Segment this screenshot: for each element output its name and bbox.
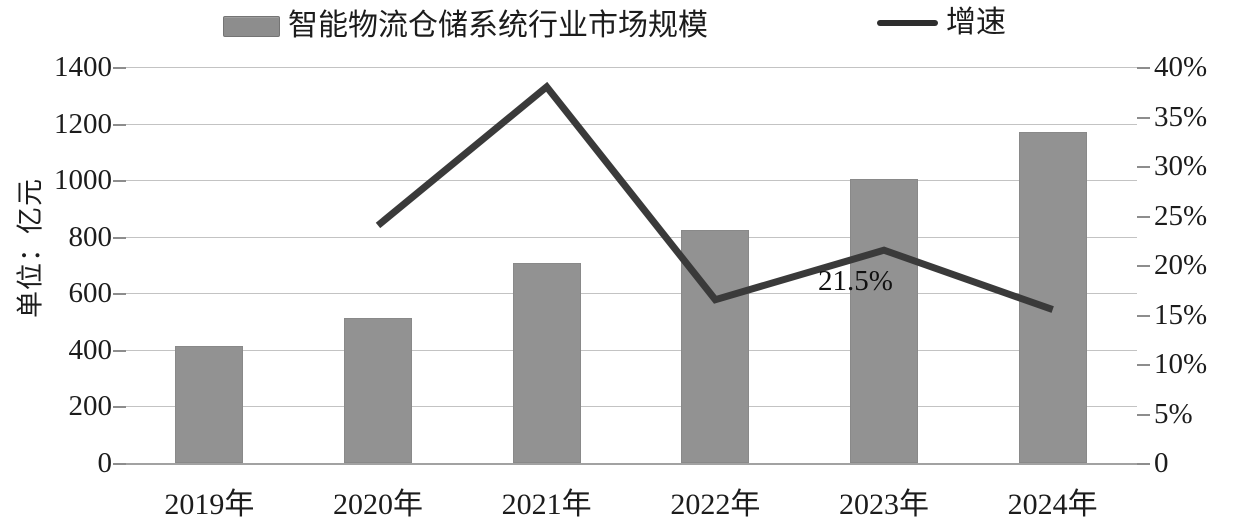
x-axis-label: 2019年 <box>164 488 255 521</box>
y-axis-left-label: 200 <box>68 390 113 423</box>
y-axis-left-label: 600 <box>68 277 113 310</box>
gridline <box>125 180 1137 182</box>
bar-2021年 <box>512 262 581 463</box>
y-axis-right-label: 10% <box>1154 348 1208 380</box>
left-axis-tick <box>113 180 126 183</box>
right-axis-tick <box>1137 463 1150 465</box>
legend-label-growth: 增速 <box>946 6 1006 39</box>
y-axis-left-label: 800 <box>68 220 113 253</box>
y-axis-right-label: 30% <box>1154 150 1208 182</box>
gridline <box>125 349 1137 351</box>
x-axis-label: 2023年 <box>838 488 929 521</box>
gridline <box>125 406 1137 408</box>
y-axis-right-label: 5% <box>1154 397 1193 430</box>
right-axis-tick <box>1137 67 1150 69</box>
x-axis-label: 2021年 <box>501 488 592 521</box>
gridline <box>125 463 1137 465</box>
growth-line <box>375 81 1054 313</box>
right-axis-tick <box>1137 215 1150 218</box>
y-axis-right-label: 25% <box>1154 199 1208 232</box>
bar-2020年 <box>344 318 412 463</box>
growth-data-label: 21.5% <box>818 265 893 298</box>
left-axis-tick <box>113 349 126 352</box>
line-swatch-icon <box>877 20 938 26</box>
right-axis-tick <box>1137 265 1150 267</box>
left-axis-tick <box>113 236 126 239</box>
legend-item-growth: 增速 <box>877 6 1006 40</box>
y-axis-right-label: 20% <box>1154 249 1208 281</box>
bar-2023年 <box>850 178 918 463</box>
growth-line-path <box>375 81 1054 313</box>
bar-2019年 <box>175 345 244 463</box>
x-axis-label: 2024年 <box>1007 488 1098 521</box>
y-axis-right-label: 35% <box>1154 100 1208 133</box>
bar-swatch-icon <box>223 15 280 37</box>
right-axis-tick <box>1137 413 1150 416</box>
left-axis-tick <box>113 123 126 126</box>
left-axis-tick <box>113 406 126 409</box>
gridline <box>125 236 1137 238</box>
y-axis-left-label: 400 <box>68 333 113 366</box>
y-axis-left-label: 1400 <box>54 51 112 83</box>
right-axis-tick <box>1137 116 1150 119</box>
x-axis-label: 2022年 <box>670 488 761 521</box>
y-axis-left-label: 1200 <box>54 107 112 140</box>
right-axis-tick <box>1137 314 1150 317</box>
gridline <box>125 67 1137 68</box>
y-axis-right-label: 40% <box>1154 51 1208 83</box>
y-axis-left-label: 1000 <box>54 164 112 197</box>
left-axis-tick <box>113 463 126 465</box>
left-axis-tick <box>113 293 126 296</box>
y-axis-right-label: 15% <box>1154 298 1208 331</box>
legend-item-market-size: 智能物流仓储系统行业市场规模 <box>223 9 708 43</box>
right-axis-tick <box>1137 364 1150 366</box>
y-axis-right-label: 0 <box>1154 447 1169 479</box>
right-axis-tick <box>1137 166 1150 168</box>
legend-label-market-size: 智能物流仓储系统行业市场规模 <box>288 9 708 42</box>
y-axis-left-label: 0 <box>97 447 113 479</box>
x-axis-label: 2020年 <box>332 488 423 521</box>
gridline <box>125 123 1137 125</box>
gridline <box>125 293 1137 295</box>
left-axis-tick <box>113 67 126 69</box>
plot-area <box>125 67 1137 465</box>
